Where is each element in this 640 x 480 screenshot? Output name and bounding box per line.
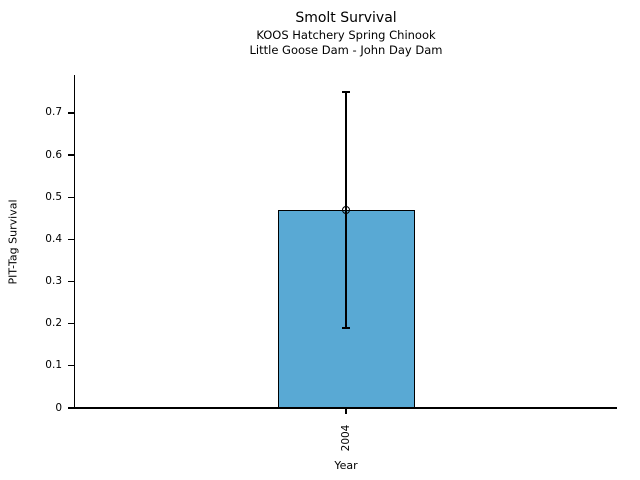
error-bar-cap-top <box>342 91 350 93</box>
y-tick-label: 0.4 <box>45 232 62 245</box>
y-tick-label: 0.1 <box>45 359 62 372</box>
chart-title: Smolt Survival <box>295 10 397 26</box>
y-tick-label: 0.7 <box>45 106 62 119</box>
y-tick-label: 0.3 <box>45 275 62 288</box>
y-tick-mark <box>68 112 75 114</box>
chart-header: Smolt Survival KOOS Hatchery Spring Chin… <box>75 9 617 58</box>
y-tick-mark <box>68 407 75 409</box>
y-tick-label: 0 <box>55 401 62 414</box>
y-tick-mark <box>68 196 75 198</box>
data-point-marker <box>342 205 350 214</box>
x-axis-label: Year <box>334 459 358 472</box>
y-tick-mark <box>68 238 75 241</box>
y-tick-mark <box>68 280 75 283</box>
y-axis-spine <box>74 75 76 408</box>
y-tick-mark <box>68 154 75 156</box>
y-tick-mark <box>68 323 75 325</box>
x-tick-mark <box>345 408 347 414</box>
y-tick-label: 0.6 <box>45 148 62 161</box>
y-tick-label: 0.2 <box>45 317 62 330</box>
y-tick-mark <box>68 365 75 367</box>
chart-subtitle-1: KOOS Hatchery Spring Chinook <box>256 28 436 42</box>
y-tick-label: 0.5 <box>45 190 62 203</box>
error-bar-cap-bottom <box>342 327 350 329</box>
chart-subtitle-2: Little Goose Dam - John Day Dam <box>249 43 443 57</box>
x-tick-label: 2004 <box>340 424 352 452</box>
y-axis-label: PIT-Tag Survival <box>6 199 20 285</box>
